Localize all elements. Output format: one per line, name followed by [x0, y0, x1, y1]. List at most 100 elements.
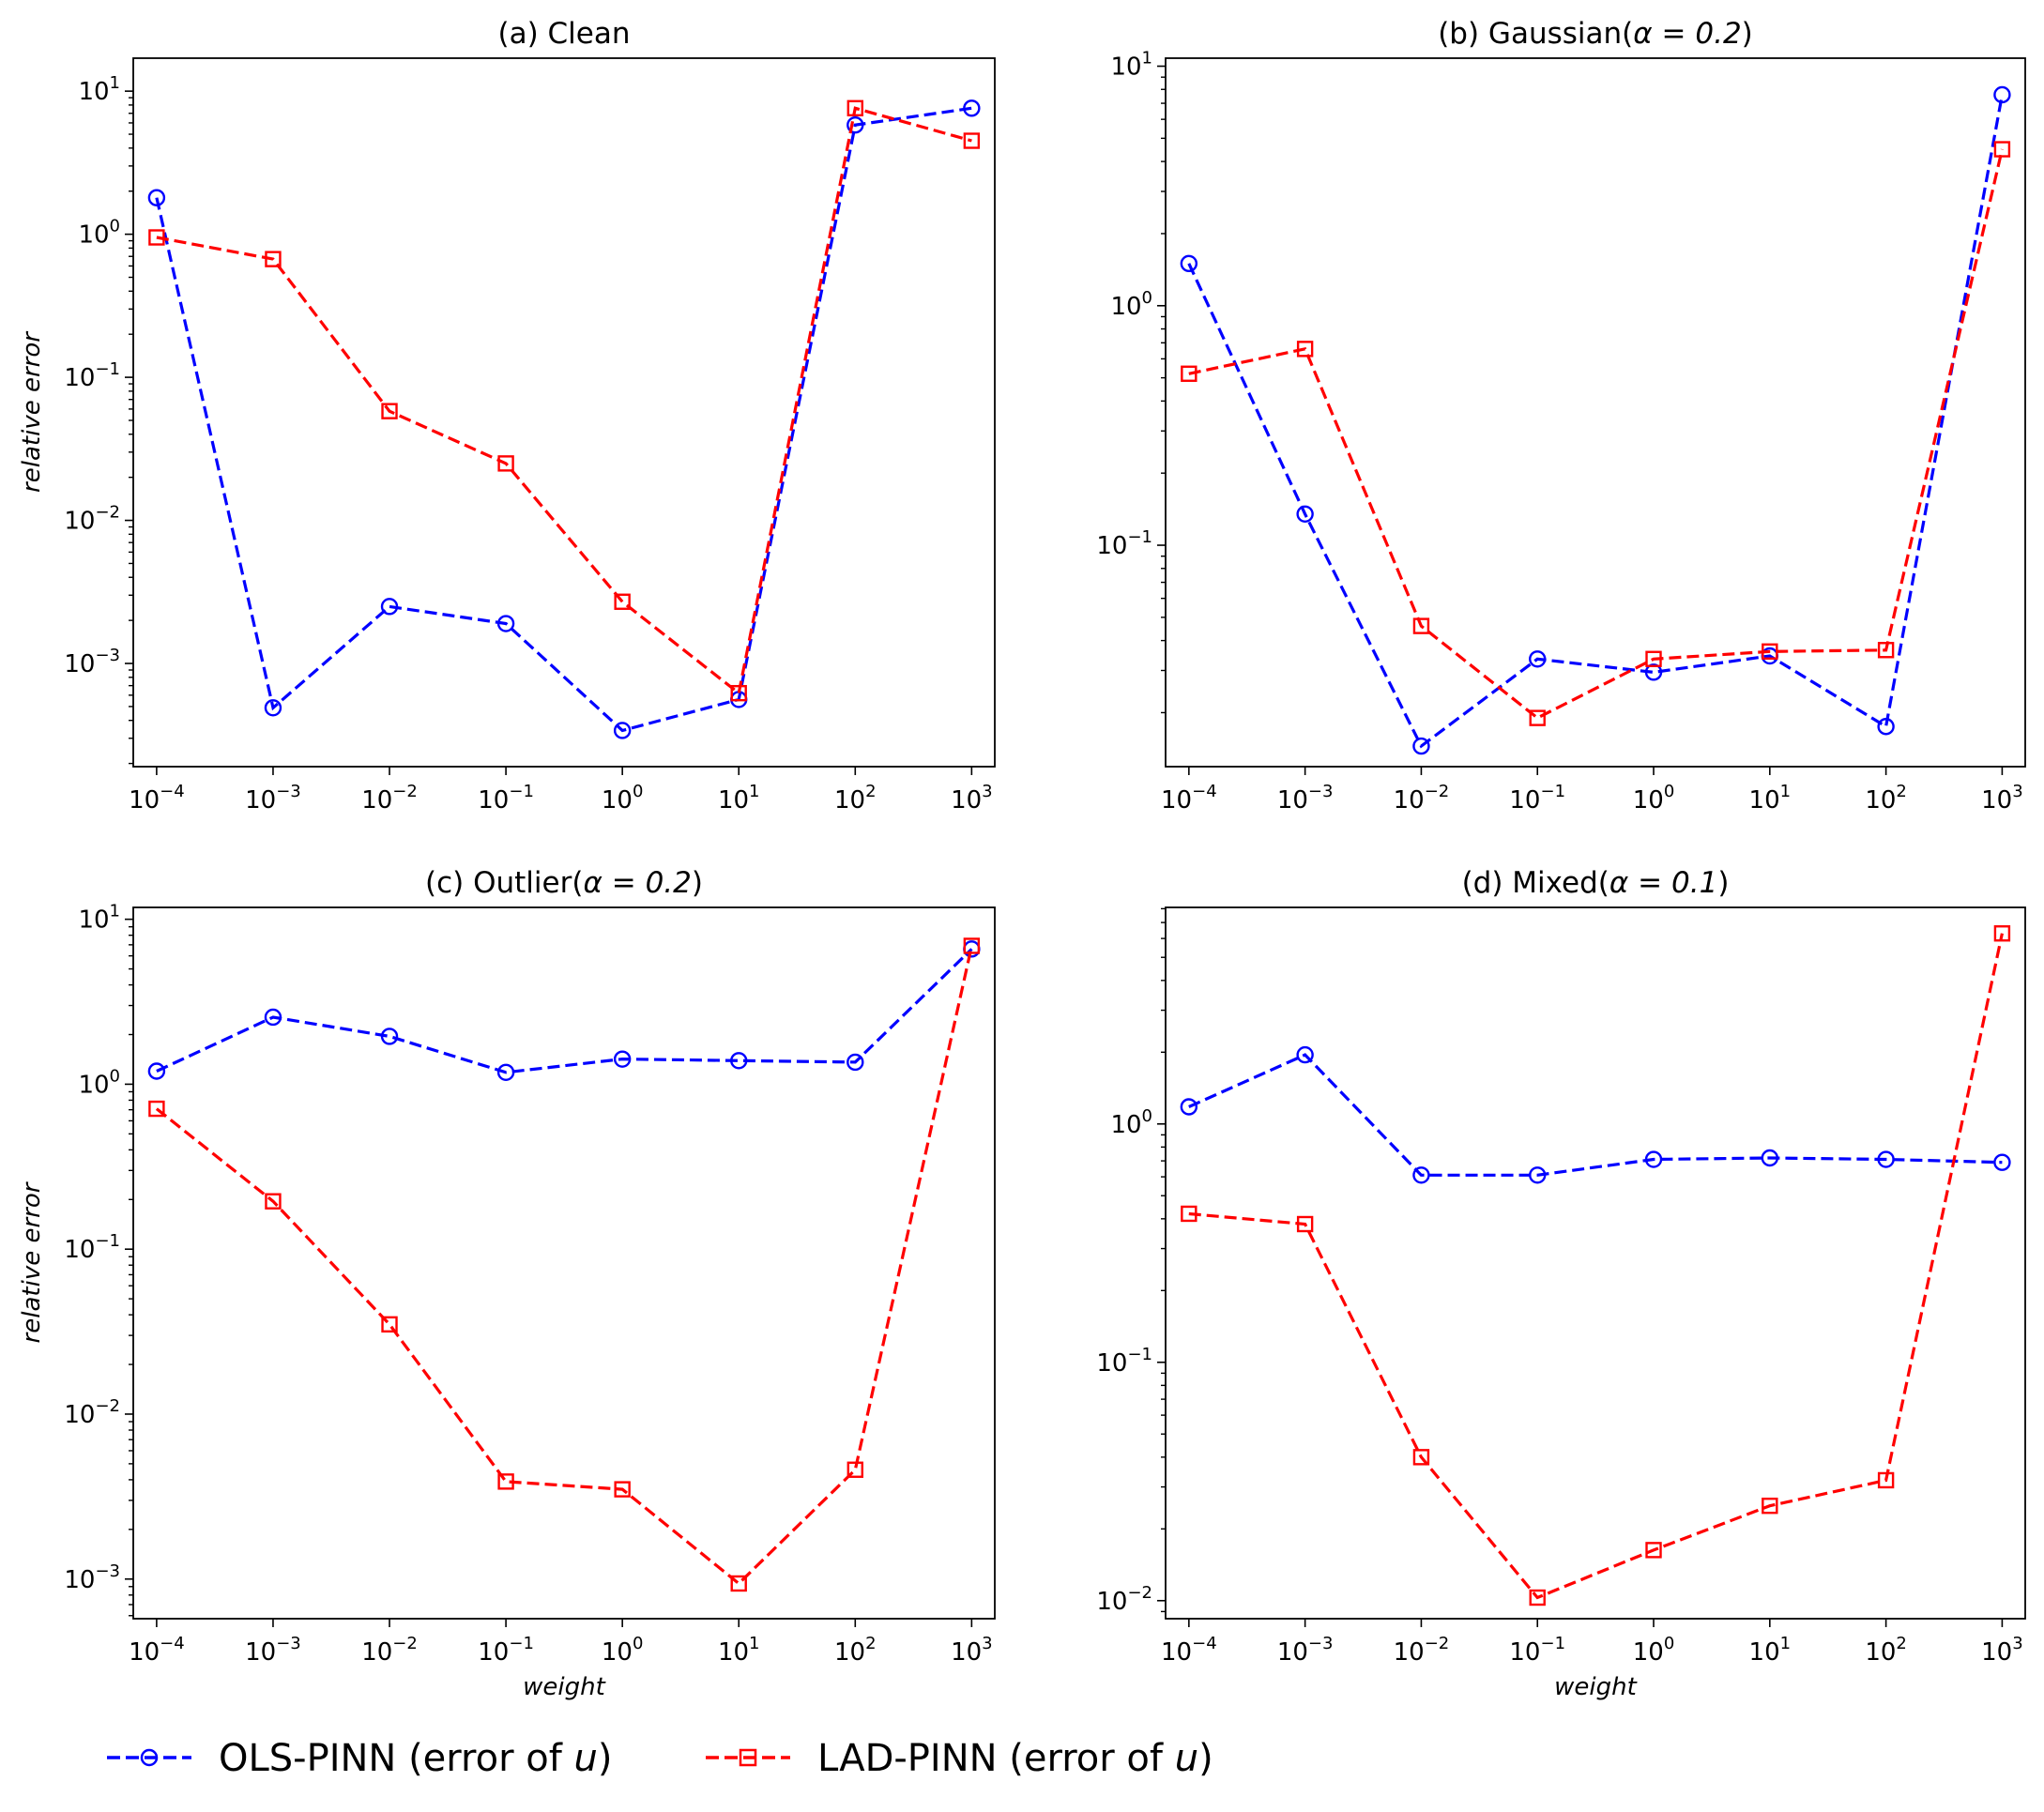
chart-panel-3: (c) Outlier(α = 0.2) 10−3 10−2 10−1 100 101 10… [18, 866, 996, 1701]
data-point [380, 1028, 399, 1045]
data-point [1761, 1149, 1779, 1167]
data-point [265, 1193, 282, 1210]
data-point [963, 132, 981, 149]
data-point [847, 1461, 863, 1478]
x-tick-label: 10−1 [1509, 1634, 1565, 1667]
data-point [613, 1050, 632, 1068]
series-ols-pinn [147, 99, 981, 739]
data-point [1412, 737, 1430, 755]
x-tick-label: 10−3 [1277, 1634, 1334, 1667]
series-line [1187, 94, 2004, 749]
x-tick-label: 101 [718, 1634, 760, 1667]
data-point [1877, 718, 1895, 736]
data-point [614, 1481, 631, 1498]
data-point [1296, 1045, 1314, 1064]
series-lad-pinn [148, 99, 981, 702]
x-tick-label: 10−3 [245, 782, 301, 815]
data-point [1412, 1449, 1430, 1466]
data-point [1180, 1098, 1198, 1116]
y-tick-label: 10−1 [1096, 527, 1152, 560]
chart-panel-1: (a) Clean 10−3 10−2 10−1 100 101 10−4 10−3 10−2 1… [18, 17, 996, 815]
data-point [730, 684, 747, 702]
plot-frame [132, 906, 996, 1620]
x-tick-label: 102 [1865, 782, 1907, 815]
chart-panels: (a) Clean 10−3 10−2 10−1 100 101 10−4 10−3 10−2 1… [18, 17, 2026, 1701]
series-line [1188, 1053, 2003, 1177]
data-point [381, 403, 398, 419]
data-point [147, 189, 166, 206]
y-tick-label: 101 [78, 73, 120, 106]
x-tick-label: 10−4 [1161, 782, 1217, 815]
x-axis-label: weight [523, 1673, 605, 1701]
x-tick-label: 100 [602, 782, 644, 815]
data-point [1529, 1589, 1546, 1606]
data-point [614, 593, 631, 610]
x-tick-label: 10−2 [1394, 1634, 1450, 1667]
y-tick-label: 10−1 [1096, 1345, 1152, 1378]
chart-title: (a) Clean [497, 17, 630, 51]
chart-title: (c) Outlier(α = 0.2) [425, 866, 703, 900]
y-tick-label: 10−1 [64, 359, 120, 392]
plot-frame [132, 57, 996, 768]
chart-title: (b) Gaussian(α = 0.2) [1438, 17, 1753, 51]
chart-panel-4: (d) Mixed(α = 0.1) 10−2 10−1 100 10−4 10−3 10−… [1096, 866, 2026, 1701]
y-tick-label: 10−2 [64, 1396, 120, 1429]
data-point [1181, 365, 1197, 382]
x-tick-label: 103 [951, 1634, 993, 1667]
data-point [1529, 709, 1546, 726]
data-point [1412, 1166, 1430, 1184]
y-tick-label: 100 [78, 1066, 120, 1099]
data-point [730, 1575, 747, 1592]
data-point [963, 99, 981, 117]
x-tick-label: 10−4 [129, 782, 185, 815]
x-tick-label: 10−1 [1509, 782, 1565, 815]
y-tick-label: 101 [78, 902, 120, 935]
data-point [264, 1008, 282, 1027]
data-point [613, 722, 632, 739]
legend-label-ols: OLS-PINN (error of u) [219, 1737, 612, 1780]
data-point [1296, 1215, 1314, 1233]
data-point [1529, 650, 1547, 668]
plot-frame [1165, 57, 2026, 768]
data-point [1644, 663, 1663, 681]
data-point [148, 229, 165, 246]
y-axis-label: relative error [18, 330, 46, 493]
data-point [963, 937, 981, 954]
x-tick-label: 100 [602, 1634, 644, 1667]
plot-frame [1165, 906, 2026, 1620]
legend-item-ols: OLS-PINN (error of u) [107, 1737, 612, 1780]
series-line [155, 106, 972, 733]
x-tick-label: 10−3 [1277, 782, 1334, 815]
y-tick-label: 10−2 [1096, 1583, 1152, 1616]
data-point [1644, 1150, 1663, 1168]
x-tick-label: 101 [1749, 782, 1792, 815]
series-ols-pinn [1180, 85, 2011, 755]
x-tick-label: 101 [718, 782, 760, 815]
data-point [1296, 341, 1314, 358]
data-point [1645, 1542, 1662, 1559]
chart-panel-2: (b) Gaussian(α = 0.2) 10−1 100 101 10−4 10−3 1… [1096, 17, 2026, 815]
y-tick-label: 10−1 [64, 1231, 120, 1264]
x-tick-label: 10−2 [1394, 782, 1450, 815]
data-point [847, 1053, 864, 1072]
y-tick-label: 100 [1110, 1106, 1152, 1139]
x-tick-label: 10−1 [478, 1634, 534, 1667]
y-axis-label: relative error [18, 1180, 46, 1343]
series-line [1188, 933, 2004, 1600]
legend: OLS-PINN (error of u) LAD-PINN (error of… [107, 1737, 1213, 1780]
data-point [381, 1316, 398, 1333]
x-tick-label: 10−2 [361, 1634, 418, 1667]
data-point [497, 455, 514, 472]
data-point [148, 1100, 165, 1118]
y-tick-label: 100 [1110, 288, 1152, 321]
data-point [1645, 650, 1662, 667]
data-point [1296, 505, 1314, 523]
legend-item-lad: LAD-PINN (error of u) [706, 1737, 1213, 1780]
data-point [497, 1473, 514, 1490]
x-tick-label: 10−3 [245, 1634, 301, 1667]
x-tick-label: 102 [834, 1634, 877, 1667]
legend-marker-ols [140, 1748, 159, 1767]
x-axis-label: weight [1554, 1673, 1637, 1701]
x-tick-label: 103 [1981, 782, 2023, 815]
